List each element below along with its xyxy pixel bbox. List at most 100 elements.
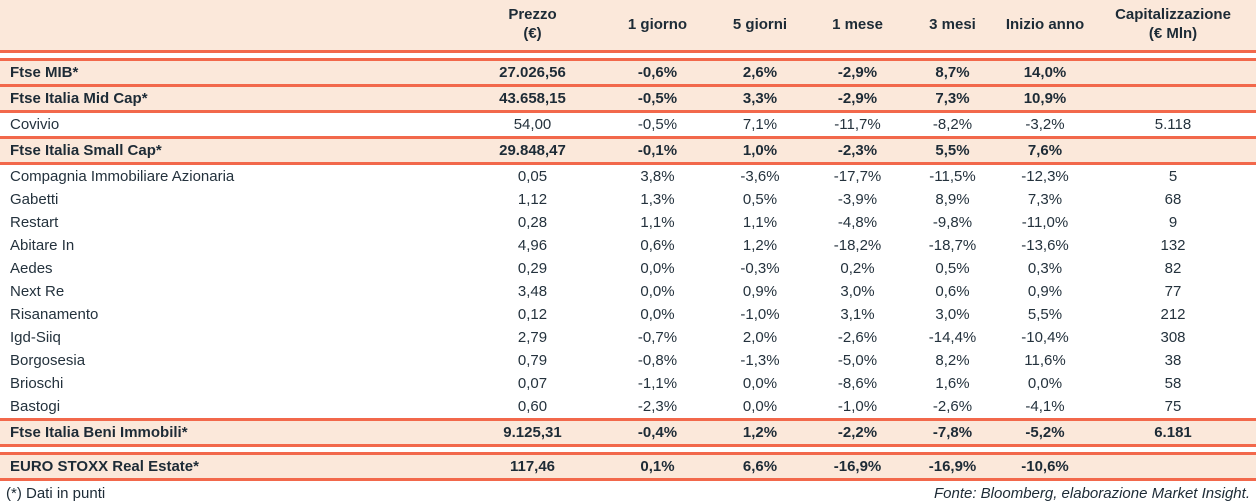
table-cell: 27.026,56 bbox=[460, 58, 605, 87]
table-cell: -3,6% bbox=[710, 163, 810, 188]
table-cell: 0,0% bbox=[605, 280, 710, 303]
table-row: Compagnia Immobiliare Azionaria 0,05 3,8% -… bbox=[0, 163, 1256, 188]
table-cell: -2,6% bbox=[810, 326, 905, 349]
table-cell: 0,79 bbox=[460, 349, 605, 372]
table-cell: 0,5% bbox=[710, 188, 810, 211]
row-name: Borgosesia bbox=[0, 349, 460, 372]
table-cell: -2,2% bbox=[810, 418, 905, 447]
table-cell: 0,6% bbox=[605, 234, 710, 257]
table-cell: 0,0% bbox=[710, 395, 810, 420]
row-name: Gabetti bbox=[0, 188, 460, 211]
table-cell: -3,2% bbox=[1000, 111, 1090, 138]
table-cell: 9 bbox=[1090, 211, 1256, 234]
table-header: Prezzo (€) 1 giorno 5 giorni 1 mese 3 mesi In… bbox=[0, 0, 1256, 53]
table-cell: -16,9% bbox=[905, 452, 1000, 481]
table-cell: -4,8% bbox=[810, 211, 905, 234]
table-row: Next Re 3,48 0,0% 0,9% 3,0% 0,6% 0,9% 77 bbox=[0, 280, 1256, 303]
column-header-empty bbox=[0, 0, 460, 53]
table-cell bbox=[1090, 452, 1256, 481]
column-header: 1 mese bbox=[810, 0, 905, 53]
table-cell: 0,9% bbox=[710, 280, 810, 303]
table-cell: -2,6% bbox=[905, 395, 1000, 420]
row-name: Risanamento bbox=[0, 303, 460, 326]
table-cell: 10,9% bbox=[1000, 84, 1090, 113]
table-cell: 1,1% bbox=[605, 211, 710, 234]
table-cell: -2,9% bbox=[810, 84, 905, 113]
table-cell: 0,28 bbox=[460, 211, 605, 234]
column-header: Capitalizzazione (€ Mln) bbox=[1090, 0, 1256, 53]
table-cell: 3,48 bbox=[460, 280, 605, 303]
table-cell: 82 bbox=[1090, 257, 1256, 280]
column-header: 5 giorni bbox=[710, 0, 810, 53]
table-cell: -1,3% bbox=[710, 349, 810, 372]
market-table: Prezzo (€) 1 giorno 5 giorni 1 mese 3 mesi In… bbox=[0, 0, 1256, 481]
table-cell: -12,3% bbox=[1000, 163, 1090, 188]
table-cell: 0,29 bbox=[460, 257, 605, 280]
table-row: Gabetti 1,12 1,3% 0,5% -3,9% 8,9% 7,3% 68 bbox=[0, 188, 1256, 211]
table-row: Ftse Italia Mid Cap* 43.658,15 -0,5% 3,3% -2… bbox=[0, 84, 1256, 113]
row-name: Next Re bbox=[0, 280, 460, 303]
row-name: Compagnia Immobiliare Azionaria bbox=[0, 163, 460, 188]
table-cell: -8,6% bbox=[810, 372, 905, 395]
table-cell: 7,6% bbox=[1000, 136, 1090, 165]
table-cell: -0,5% bbox=[605, 111, 710, 138]
table-body: Ftse MIB* 27.026,56 -0,6% 2,6% -2,9% 8,7% 14,0… bbox=[0, 51, 1256, 481]
row-name: Covivio bbox=[0, 111, 460, 138]
column-header: 3 mesi bbox=[905, 0, 1000, 53]
table-cell: 38 bbox=[1090, 349, 1256, 372]
table-cell: 0,0% bbox=[605, 303, 710, 326]
table-cell: 1,2% bbox=[710, 418, 810, 447]
table-cell: 1,1% bbox=[710, 211, 810, 234]
table-cell: 1,3% bbox=[605, 188, 710, 211]
table-cell: -8,2% bbox=[905, 111, 1000, 138]
table-cell: 1,2% bbox=[710, 234, 810, 257]
table-cell: -0,1% bbox=[605, 136, 710, 165]
table-cell: 2,79 bbox=[460, 326, 605, 349]
table-row: Bastogi 0,60 -2,3% 0,0% -1,0% -2,6% -4,1% 75 bbox=[0, 395, 1256, 420]
table-cell: -2,9% bbox=[810, 58, 905, 87]
table-cell: 0,0% bbox=[1000, 372, 1090, 395]
table-cell bbox=[1090, 84, 1256, 113]
table-row: Abitare In 4,96 0,6% 1,2% -18,2% -18,7% -13,6%… bbox=[0, 234, 1256, 257]
table-cell: -5,0% bbox=[810, 349, 905, 372]
table-row: Borgosesia 0,79 -0,8% -1,3% -5,0% 8,2% 11,6% 38 bbox=[0, 349, 1256, 372]
table-cell: 3,0% bbox=[810, 280, 905, 303]
row-name: EURO STOXX Real Estate* bbox=[0, 452, 460, 481]
source-attribution: Fonte: Bloomberg, elaborazione Market In… bbox=[933, 485, 1250, 502]
table-cell: -0,8% bbox=[605, 349, 710, 372]
table-cell: -4,1% bbox=[1000, 395, 1090, 420]
table-row: Igd-Siiq 2,79 -0,7% 2,0% -2,6% -14,4% -10,4% 30… bbox=[0, 326, 1256, 349]
table-cell: 308 bbox=[1090, 326, 1256, 349]
table-cell: 0,0% bbox=[710, 372, 810, 395]
row-name: Brioschi bbox=[0, 372, 460, 395]
footnote-dati-in-punti: (*) Dati in punti bbox=[6, 485, 106, 502]
table-cell: 4,96 bbox=[460, 234, 605, 257]
spacer-cell bbox=[0, 51, 1256, 60]
table-cell: 0,5% bbox=[905, 257, 1000, 280]
table-cell: 6,6% bbox=[710, 452, 810, 481]
table-cell: 77 bbox=[1090, 280, 1256, 303]
table-cell: 43.658,15 bbox=[460, 84, 605, 113]
table-cell: -11,7% bbox=[810, 111, 905, 138]
row-name: Restart bbox=[0, 211, 460, 234]
table-cell: 6.181 bbox=[1090, 418, 1256, 447]
table-cell: -1,0% bbox=[710, 303, 810, 326]
row-name: Abitare In bbox=[0, 234, 460, 257]
column-header: Prezzo (€) bbox=[460, 0, 605, 53]
table-cell: 0,05 bbox=[460, 163, 605, 188]
table-cell: 1,6% bbox=[905, 372, 1000, 395]
table-cell bbox=[1090, 58, 1256, 87]
table-cell: -10,4% bbox=[1000, 326, 1090, 349]
row-name: Ftse Italia Beni Immobili* bbox=[0, 418, 460, 447]
table-cell: 7,3% bbox=[905, 84, 1000, 113]
table-cell: 11,6% bbox=[1000, 349, 1090, 372]
table-row: Restart 0,28 1,1% 1,1% -4,8% -9,8% -11,0% 9 bbox=[0, 211, 1256, 234]
table-cell: -0,7% bbox=[605, 326, 710, 349]
table-cell: 8,9% bbox=[905, 188, 1000, 211]
row-name: Aedes bbox=[0, 257, 460, 280]
row-name: Ftse MIB* bbox=[0, 58, 460, 87]
table-cell: 1,0% bbox=[710, 136, 810, 165]
table-row: Risanamento 0,12 0,0% -1,0% 3,1% 3,0% 5,5% 212 bbox=[0, 303, 1256, 326]
table-cell: 68 bbox=[1090, 188, 1256, 211]
